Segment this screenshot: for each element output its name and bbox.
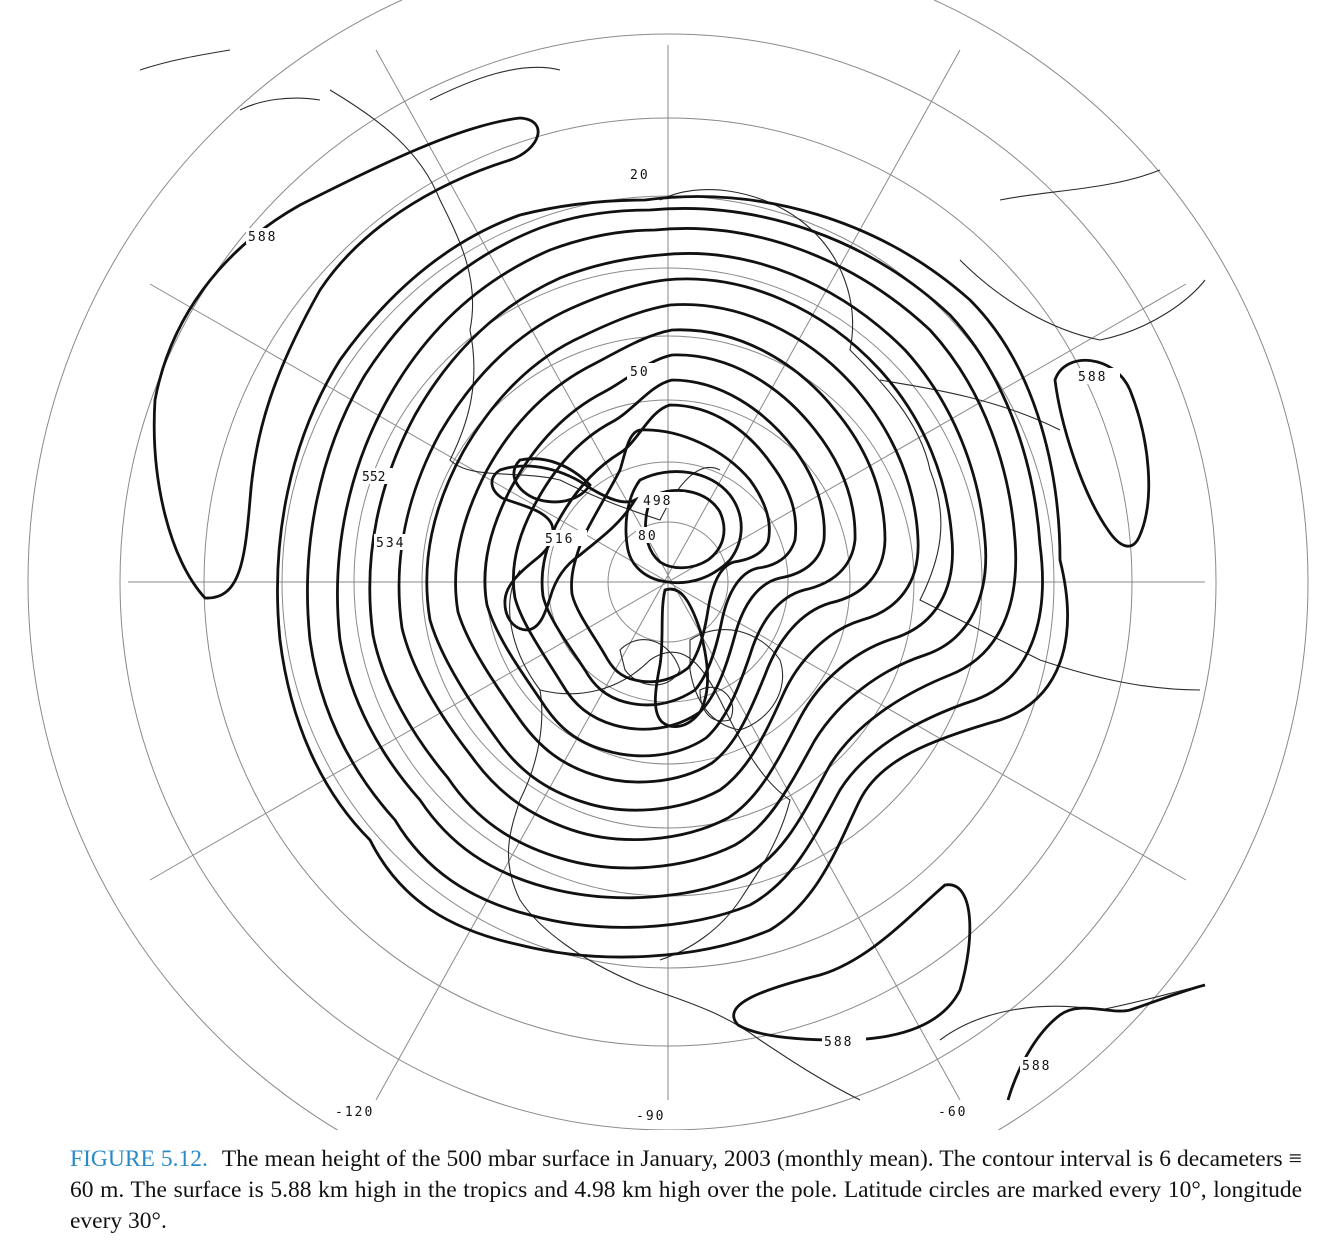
latitude-label-20: 20: [630, 168, 650, 183]
contour-552: [425, 303, 920, 812]
contour-534: [511, 378, 826, 731]
figure-caption: FIGURE 5.12. The mean height of the 500 m…: [70, 1144, 1302, 1237]
contour-588-pacific: [152, 116, 540, 600]
figure-caption-text: The mean height of the 500 mbar surface …: [70, 1146, 1302, 1234]
coast-japan: [139, 49, 321, 111]
contour-582: [276, 195, 1069, 959]
map-labels: 20 50 80 -120 -90 -60 588 588 588 588 55…: [246, 166, 1120, 1124]
contour-label-516: 516: [545, 532, 574, 547]
coast-north-america: [507, 569, 861, 1101]
contour-label-588-atlantic: 588: [824, 1035, 853, 1050]
contour-576: [306, 207, 1044, 929]
coast-asia: [329, 66, 721, 521]
contour-504: [644, 489, 726, 570]
contour-546: [454, 328, 887, 784]
contour-label-588-africa: 588: [1078, 370, 1107, 385]
longitude-label-minus-60: -60: [938, 1105, 967, 1120]
contour-label-588-pacific: 588: [248, 230, 277, 245]
contour-510: [624, 470, 743, 585]
contour-564: [368, 252, 988, 870]
polar-stereographic-map: 20 50 80 -120 -90 -60 588 588 588 588 55…: [27, 0, 1309, 1130]
longitude-line-60: [375, 49, 961, 1101]
latitude-label-50: 50: [630, 365, 650, 380]
contour-588-africa: [1053, 358, 1151, 548]
contour-588-south-america: [1006, 983, 1206, 1101]
latitude-circle-10: [119, 33, 1217, 1130]
longitude-label-minus-120: -120: [335, 1105, 374, 1120]
contour-516: [490, 464, 709, 728]
contour-540: [483, 353, 857, 758]
contour-label-588-south-america: 588: [1022, 1059, 1051, 1074]
figure-number: FIGURE 5.12.: [70, 1146, 208, 1172]
coast-south-america: [939, 984, 1206, 1041]
contour-558: [397, 277, 954, 841]
contour-label-534: 534: [376, 536, 405, 551]
contour-label-552: 552: [362, 470, 385, 485]
latitude-label-80: 80: [638, 529, 658, 544]
latitude-circle-0: [27, 0, 1309, 1130]
longitude-label-minus-90: -90: [636, 1109, 665, 1124]
contour-570: [336, 227, 1018, 900]
contour-label-498: 498: [643, 494, 672, 509]
coast-africa: [959, 169, 1206, 341]
height-contours: [152, 116, 1206, 1101]
contour-528: [540, 403, 798, 707]
